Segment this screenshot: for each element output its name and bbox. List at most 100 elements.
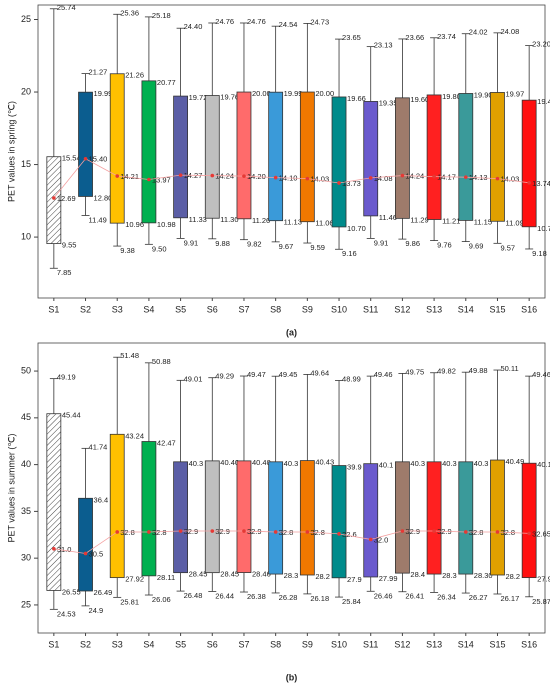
- q3-label: 19.99: [284, 89, 303, 98]
- q3-label: 19.97: [505, 89, 524, 98]
- q1-label: 28.2: [315, 572, 330, 581]
- mean-label: 15.40: [89, 155, 108, 164]
- q1-label: 28.3: [442, 571, 457, 580]
- max-label: 21.27: [89, 68, 108, 77]
- q3-label: 40.15: [537, 460, 550, 469]
- min-label: 9.82: [247, 240, 262, 249]
- min-label: 9.67: [279, 242, 294, 251]
- x-tick-label: S3: [112, 639, 123, 649]
- x-tick-label: S15: [489, 304, 505, 314]
- mean-dot: [527, 181, 531, 185]
- min-label: 7.85: [57, 268, 72, 277]
- min-label: 9.76: [437, 241, 452, 250]
- x-tick-label: S7: [238, 304, 249, 314]
- q1-label: 10.98: [157, 220, 176, 229]
- box: [173, 95, 188, 219]
- box: [204, 460, 220, 574]
- min-label: 9.88: [215, 239, 230, 248]
- q3-label: 19.80: [442, 92, 461, 101]
- mean-dot: [115, 174, 120, 178]
- box: [490, 459, 505, 576]
- y-tick-label: 30: [21, 553, 31, 563]
- q1-label: 11.33: [189, 215, 207, 224]
- y-tick-label: 25: [21, 14, 31, 24]
- q1-label: 11.26: [252, 216, 270, 225]
- x-tick-label: S6: [207, 304, 218, 314]
- x-tick-label: S10: [331, 639, 347, 649]
- y-tick-label: 45: [21, 412, 31, 422]
- mean-label: 14.03: [500, 175, 519, 184]
- max-label: 24.54: [279, 20, 298, 29]
- mean-label: 30.5: [89, 549, 104, 558]
- mean-dot: [305, 176, 310, 181]
- y-tick-label: 35: [21, 506, 31, 516]
- max-label: 25.18: [152, 11, 171, 20]
- x-tick-label: S6: [207, 639, 218, 649]
- max-label: 49.46: [532, 370, 550, 379]
- x-tick-label: S8: [270, 639, 281, 649]
- max-label: 24.73: [310, 17, 329, 26]
- mean-label: 32.8: [469, 528, 484, 537]
- mean-dot: [368, 176, 373, 180]
- y-axis-label: PET values in summer (℃): [6, 434, 16, 543]
- q1-label: 26.49: [94, 588, 113, 597]
- y-tick-label: 15: [21, 159, 31, 169]
- max-label: 50.11: [500, 364, 518, 373]
- q1-label: 11.15: [474, 217, 492, 226]
- x-tick-label: S14: [458, 639, 474, 649]
- max-label: 49.01: [184, 374, 203, 383]
- max-label: 48.99: [342, 374, 361, 383]
- q1-label: 10.71: [537, 224, 550, 233]
- x-tick-label: S16: [521, 304, 537, 314]
- box: [78, 497, 93, 592]
- x-tick-label: S15: [489, 639, 505, 649]
- box: [363, 101, 379, 217]
- q1-label: 10.70: [347, 224, 366, 233]
- mean-dot: [400, 173, 405, 178]
- q1-label: 27.99: [379, 574, 398, 583]
- mean-dot: [495, 530, 500, 534]
- max-label: 41.74: [89, 442, 108, 451]
- q3-label: 15.54: [62, 154, 81, 163]
- mean-dot: [83, 156, 88, 161]
- mean-line: [53, 158, 530, 199]
- max-label: 49.75: [405, 367, 424, 376]
- mean-label: 32.9: [215, 527, 230, 536]
- mean-label: 13.97: [152, 175, 171, 184]
- mean-dot: [210, 529, 215, 533]
- box: [521, 99, 537, 228]
- max-label: 23.66: [405, 33, 424, 42]
- mean-label: 32.0: [374, 535, 389, 544]
- max-label: 24.76: [247, 17, 266, 26]
- min-label: 9.59: [310, 243, 325, 252]
- max-label: 49.19: [57, 373, 76, 382]
- y-tick-label: 40: [21, 459, 31, 469]
- y-axis-label: PET values in spring (℃): [6, 101, 16, 202]
- mean-label: 32.9: [405, 527, 420, 536]
- mean-label: 14.21: [120, 172, 139, 181]
- x-tick-label: S11: [363, 639, 378, 649]
- x-tick-label: S12: [394, 304, 410, 314]
- mean-dot: [273, 175, 278, 180]
- min-label: 25.84: [342, 597, 361, 606]
- box: [395, 461, 410, 574]
- max-label: 24.40: [184, 22, 203, 31]
- box: [331, 96, 347, 228]
- max-label: 50.88: [152, 357, 171, 366]
- q3-label: 40.40: [252, 458, 271, 467]
- mean-dot: [52, 196, 56, 200]
- q3-label: 40.3: [474, 459, 489, 468]
- box: [395, 97, 410, 219]
- x-tick-label: S8: [270, 304, 281, 314]
- max-label: 49.88: [469, 366, 488, 375]
- box: [46, 156, 62, 245]
- q3-label: 40.3: [284, 459, 299, 468]
- box: [173, 461, 188, 574]
- q3-label: 45.44: [62, 411, 81, 420]
- mean-label: 32.65: [532, 529, 550, 538]
- q1-label: 28.46: [252, 570, 271, 579]
- box: [236, 460, 252, 573]
- q1-label: 12.80: [94, 193, 113, 202]
- q3-label: 40.43: [315, 458, 334, 467]
- q1-label: 11.21: [442, 217, 460, 226]
